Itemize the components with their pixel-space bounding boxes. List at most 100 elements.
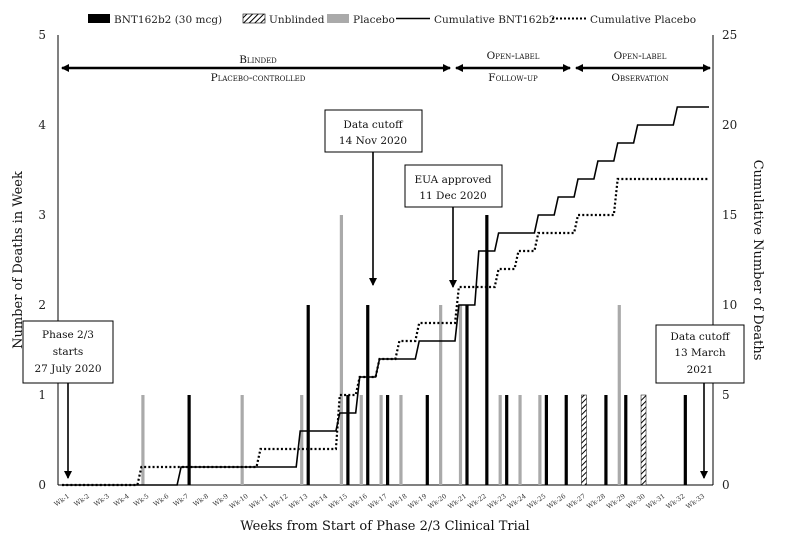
unblinded-bar xyxy=(640,394,647,486)
right-tick-label: 20 xyxy=(722,118,737,132)
x-tick-label: Wk-18 xyxy=(387,492,409,511)
x-tick-label: Wk-29 xyxy=(605,492,627,511)
bnt-bar xyxy=(346,395,350,485)
x-tick-label: Wk-13 xyxy=(287,492,309,511)
phase-follow-up: Open-label Follow-up xyxy=(455,50,571,84)
x-tick-label: Wk-10 xyxy=(228,492,250,511)
x-tick-label: Wk-24 xyxy=(506,492,528,511)
callout-box xyxy=(324,109,423,153)
placebo-bar xyxy=(399,395,403,485)
left-tick-label: 0 xyxy=(38,478,46,492)
x-tick-label: Wk-15 xyxy=(327,492,349,511)
legend-label-cum-placebo: Cumulative Placebo xyxy=(590,14,696,26)
legend-label-unblinded: Unblinded xyxy=(269,14,325,26)
x-tick-label: Wk-3 xyxy=(92,492,110,508)
callout-line: 27 July 2020 xyxy=(34,363,101,375)
phase-label-line1: Open-label xyxy=(487,50,540,62)
legend-label-placebo: Placebo xyxy=(353,14,395,26)
bnt-bar xyxy=(425,395,429,485)
legend-swatch-unblinded xyxy=(242,13,266,24)
x-tick-label: Wk-26 xyxy=(546,492,568,511)
x-tick-label: Wk-16 xyxy=(347,492,369,511)
bnt-bar xyxy=(564,395,568,485)
right-tick-label: 0 xyxy=(722,478,730,492)
y2-axis-title: Cumulative Number of Deaths xyxy=(750,160,765,361)
callout-eua: EUA approved 11 Dec 2020 xyxy=(404,164,503,288)
legend-label-cum-bnt: Cumulative BNT162b2 xyxy=(434,14,556,26)
placebo-bar xyxy=(359,395,363,485)
left-tick-label: 3 xyxy=(38,208,46,222)
right-tick-label: 5 xyxy=(722,388,730,402)
right-tick-label: 10 xyxy=(722,298,737,312)
x-tick-label: Wk-30 xyxy=(625,492,647,511)
x-axis-title: Weeks from Start of Phase 2/3 Clinical T… xyxy=(240,519,529,534)
x-tick-label: Wk-25 xyxy=(526,492,548,511)
bnt-bar xyxy=(187,395,191,485)
placebo-bar xyxy=(538,395,542,485)
unblinded-bar xyxy=(581,394,587,486)
x-tick-layer: Wk-1 Wk-2 Wk-3 Wk-4 Wk-5 Wk-6 Wk-7 Wk-8 Wk-9Wk-1… xyxy=(53,492,707,511)
x-tick-label: Wk-17 xyxy=(367,492,389,511)
x-tick-label: Wk-12 xyxy=(268,492,290,511)
callout-line: Data cutoff xyxy=(670,331,731,343)
callout-phase-start: Phase 2/3 starts 27 July 2020 xyxy=(22,320,114,479)
bnt-bar xyxy=(386,395,390,485)
phase-label-line2: Observation xyxy=(611,72,668,84)
placebo-bar xyxy=(379,395,383,485)
phase-label-line1: Open-label xyxy=(614,50,667,62)
phase-label-line2: Follow-up xyxy=(488,72,538,84)
cumulative-placebo-line xyxy=(62,177,709,487)
bnt-bar xyxy=(505,395,509,485)
callout-box xyxy=(404,164,503,208)
callout-line: 13 March xyxy=(674,347,726,359)
x-tick-label: Wk-21 xyxy=(446,492,468,511)
legend: BNT162b2 (30 mcg) Unblinded Placebo Cumu… xyxy=(88,13,696,26)
callout-box xyxy=(655,324,745,384)
x-tick-label: Wk-19 xyxy=(407,492,429,511)
x-tick-label: Wk-6 xyxy=(152,492,170,508)
cumulative-bnt-line xyxy=(62,106,709,486)
placebo-bar xyxy=(141,395,145,485)
placebo-bar xyxy=(518,395,522,485)
x-tick-label: Wk-27 xyxy=(565,492,587,511)
callout-line: 2021 xyxy=(687,364,714,376)
callout-line: 14 Nov 2020 xyxy=(339,135,407,147)
x-tick-label: Wk-8 xyxy=(192,492,210,508)
x-tick-label: Wk-1 xyxy=(53,492,71,508)
bnt-bar xyxy=(683,395,687,485)
callout-cutoff-march: Data cutoff 13 March 2021 xyxy=(655,324,745,479)
x-tick-label: Wk-7 xyxy=(172,492,190,508)
bnt-bar xyxy=(624,395,628,485)
bnt-bar xyxy=(485,215,489,485)
right-tick-label: 25 xyxy=(722,28,737,42)
bnt-bar xyxy=(366,305,370,485)
phase-observation: Open-label Observation xyxy=(575,50,711,84)
x-tick-label: Wk-20 xyxy=(426,492,448,511)
callout-line: EUA approved xyxy=(414,174,491,186)
x-tick-label: Wk-4 xyxy=(112,492,130,508)
phase-label-line1: Blinded xyxy=(239,54,277,66)
legend-swatch-placebo xyxy=(327,14,349,23)
phase-blinded: Blinded Placebo-controlled xyxy=(61,54,451,84)
left-tick-label: 4 xyxy=(38,118,46,132)
x-tick-label: Wk-22 xyxy=(466,492,488,511)
placebo-bar xyxy=(439,305,443,485)
phase-label-line2: Placebo-controlled xyxy=(211,72,306,84)
bnt-bar xyxy=(465,305,469,485)
placebo-bar xyxy=(300,395,304,485)
bars-layer xyxy=(141,215,687,486)
placebo-bar xyxy=(458,305,463,485)
left-tick-label: 5 xyxy=(38,28,46,42)
callout-line: starts xyxy=(53,346,84,358)
callout-line: Phase 2/3 xyxy=(42,329,94,341)
x-tick-label: Wk-32 xyxy=(665,492,687,511)
legend-swatch-bnt xyxy=(88,14,110,23)
callout-line: 11 Dec 2020 xyxy=(419,190,486,202)
x-tick-label: Wk-14 xyxy=(307,492,329,511)
right-tick-group: 0 5 10 15 20 25 xyxy=(722,28,737,492)
x-tick-label: Wk-9 xyxy=(211,492,229,508)
left-tick-label: 1 xyxy=(38,388,46,402)
placebo-bar xyxy=(339,215,344,485)
placebo-bar xyxy=(240,395,244,485)
